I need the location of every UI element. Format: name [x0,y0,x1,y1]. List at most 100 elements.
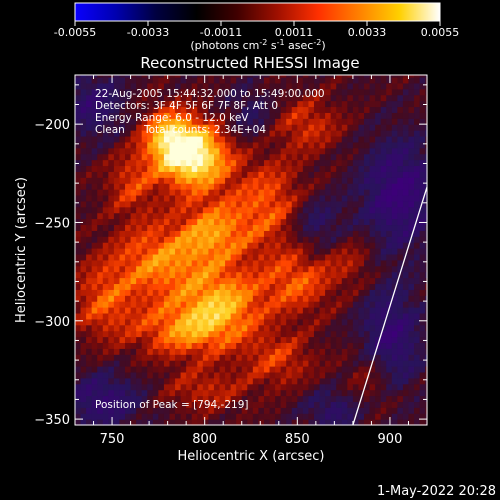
colorbar-tick-label: -0.0055 [54,26,96,39]
heatmap-cell [136,366,143,373]
heatmap-cell [80,230,87,237]
heatmap-cell [369,135,376,143]
heatmap-cell [313,395,321,403]
heatmap-cell [186,153,193,161]
heatmap-cell [258,301,265,308]
heatmap-cell [108,277,115,285]
heatmap-cell [136,124,143,131]
heatmap-cell [119,135,126,143]
heatmap-cell [358,94,365,102]
heatmap-cell [119,88,126,96]
heatmap-cell [258,366,265,373]
heatmap-cell [152,159,159,167]
heatmap-cell [119,407,126,414]
heatmap-cell [163,366,171,373]
heatmap-cell [125,124,132,131]
heatmap-cell [147,189,154,196]
heatmap-cell [347,124,354,131]
heatmap-cell [269,253,276,261]
heatmap-cell [275,324,282,332]
heatmap-cell [108,130,115,137]
heatmap-cell [408,94,415,102]
heatmap-cell [186,242,193,249]
heatmap-cell [291,342,298,349]
heatmap-cell [402,336,410,344]
heatmap-cell [230,194,237,202]
heatmap-cell [208,377,215,385]
heatmap-cell [219,324,226,332]
heatmap-cell [325,366,332,373]
heatmap-cell [275,419,282,426]
heatmap-cell [263,307,271,314]
heatmap-cell [202,366,209,373]
heatmap-cell [175,377,182,385]
heatmap-cell [397,147,404,155]
heatmap-cell [425,330,428,338]
heatmap-cell [358,124,365,131]
heatmap-cell [336,236,343,243]
heatmap-cell [236,301,243,308]
heatmap-cell [408,312,415,320]
heatmap-cell [325,224,332,231]
heatmap-cell [352,236,360,243]
heatmap-cell [102,354,109,361]
heatmap-cell [169,395,176,403]
heatmap-cell [297,171,304,178]
heatmap-cell [97,301,104,308]
heatmap-cell [119,395,126,403]
heatmap-cell [230,177,237,184]
heatmap-cell [397,236,404,243]
heatmap-cell [297,271,304,279]
heatmap-cell [397,366,404,373]
heatmap-cell [252,212,260,220]
heatmap-cell [236,124,243,131]
heatmap-cell [163,118,171,125]
heatmap-cell [136,153,143,161]
heatmap-cell [347,88,354,96]
heatmap-cell [358,177,365,184]
heatmap-cell [414,395,421,403]
heatmap-cell [308,312,315,320]
heatmap-cell [108,289,115,296]
heatmap-cell [113,242,121,249]
heatmap-cell [291,177,298,184]
heatmap-cell [175,248,182,255]
heatmap-cell [375,295,382,302]
heatmap-cell [302,342,310,349]
heatmap-cell [125,371,132,379]
heatmap-cell [397,312,404,320]
heatmap-cell [336,295,343,302]
heatmap-cell [302,177,310,184]
heatmap-cell [113,419,121,426]
heatmap-cell [347,147,354,155]
heatmap-cell [308,94,315,102]
heatmap-cell [319,124,326,131]
heatmap-cell [380,183,387,190]
heatmap-cell [119,330,126,338]
heatmap-cell [325,118,332,125]
heatmap-cell [313,206,321,214]
heatmap-cell [269,88,276,96]
heatmap-cell [130,301,137,308]
heatmap-cell [263,135,271,143]
heatmap-cell [286,100,293,108]
heatmap-cell [97,277,104,285]
heatmap-cell [313,82,321,90]
heatmap-cell [419,407,426,414]
heatmap-cell [141,218,148,226]
heatmap-cell [369,242,376,249]
heatmap-cell [136,94,143,102]
heatmap-cell [369,318,376,326]
heatmap-cell [130,289,137,296]
heatmap-cell [241,413,248,420]
heatmap-cell [386,153,393,161]
heatmap-cell [313,94,321,102]
heatmap-cell [130,253,137,261]
heatmap-cell [108,407,115,414]
heatmap-cell [341,200,348,208]
heatmap-cell [80,277,87,285]
heatmap-cell [102,141,109,149]
heatmap-cell [402,194,410,202]
heatmap-cell [364,236,371,243]
heatmap-cell [352,277,360,285]
